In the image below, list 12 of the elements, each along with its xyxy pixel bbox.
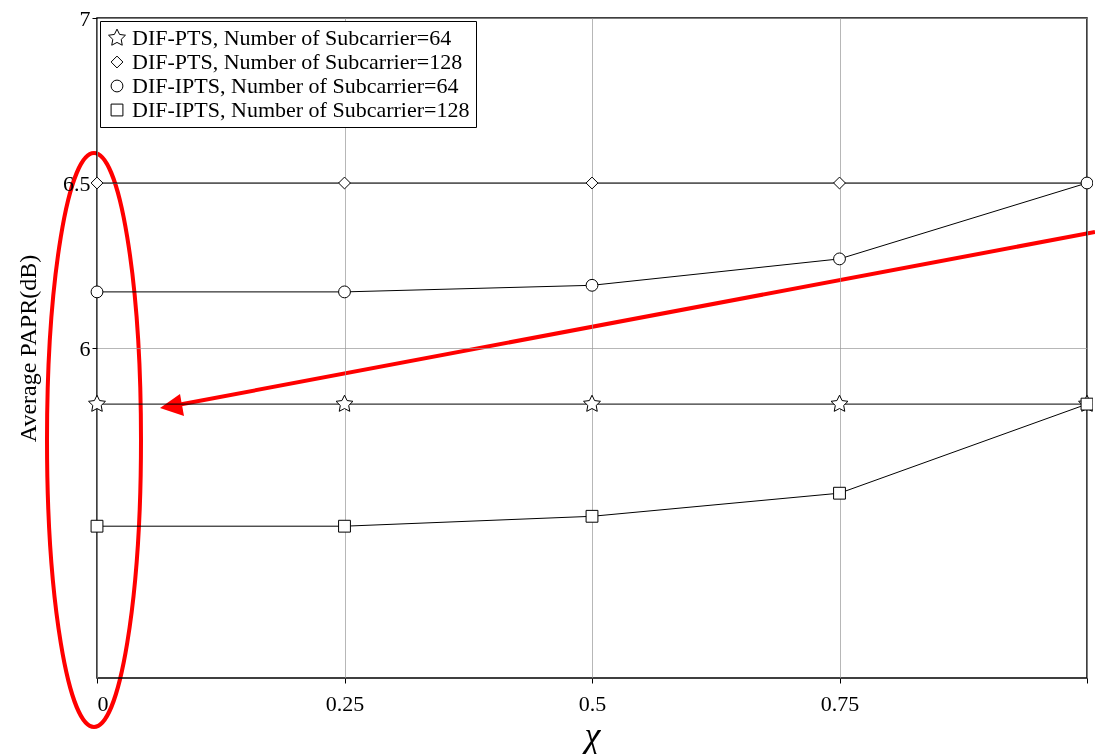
x-tick-label: 0.75 <box>820 690 860 716</box>
y-tick-label: 7 <box>79 5 91 31</box>
x-tick-label: 0.5 <box>578 690 607 716</box>
legend-label: DIF-IPTS, Number of Subcarrier=64 <box>132 73 459 98</box>
x-axis-title: χ <box>581 714 602 755</box>
legend-label: DIF-IPTS, Number of Subcarrier=128 <box>132 97 470 122</box>
y-axis-title: Average PAPR(dB) <box>15 254 41 443</box>
legend-label: DIF-PTS, Number of Subcarrier=128 <box>132 49 463 74</box>
x-tick-label: 0.25 <box>325 690 365 716</box>
x-tick-label: 0 <box>97 690 109 716</box>
y-tick-label: 6 <box>79 335 91 361</box>
legend-label: DIF-PTS, Number of Subcarrier=64 <box>132 25 452 50</box>
